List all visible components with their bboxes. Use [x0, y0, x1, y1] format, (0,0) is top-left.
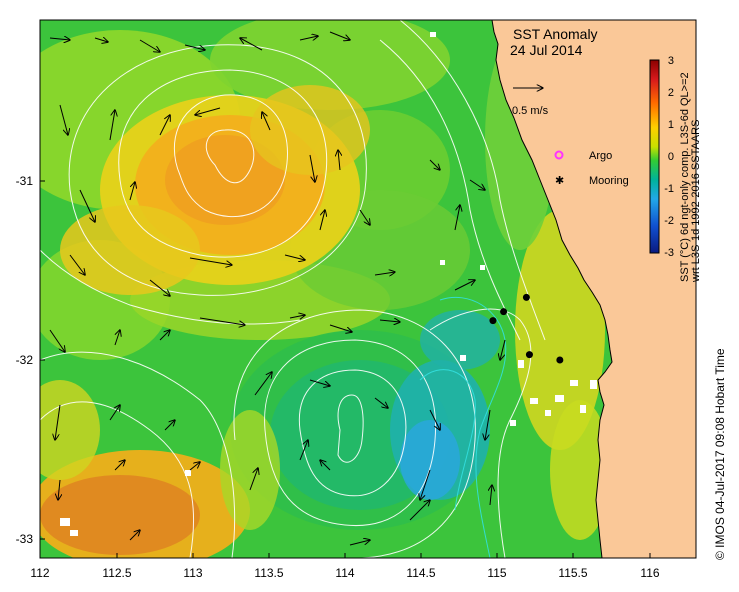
- x-tick: 114.5: [406, 566, 435, 580]
- x-tick: 113: [183, 566, 202, 580]
- x-axis: 112 112.5 113 113.5 114 114.5 115 115.5 …: [30, 566, 659, 580]
- x-tick: 113.5: [254, 566, 283, 580]
- mooring-point: [489, 317, 497, 325]
- x-tick: 112.5: [102, 566, 131, 580]
- x-tick: 114: [335, 566, 354, 580]
- colorbar-tick: -1: [664, 183, 674, 195]
- legend-mooring-label: Mooring: [589, 175, 629, 187]
- colorbar-ticks: 3 2 1 0 -1 -2 -3: [664, 55, 674, 259]
- map-date: 24 Jul 2014: [510, 42, 583, 58]
- mooring-point: [556, 356, 564, 364]
- x-tick: 115.5: [558, 566, 587, 580]
- colorbar-label-1: SST (°C) 6d ngt-only comp. L3S-6d QL>=2: [679, 72, 691, 282]
- mooring-point: [525, 351, 533, 359]
- argo-marker-icon: [554, 150, 564, 160]
- sst-field: [40, 20, 696, 558]
- colorbar-tick: -3: [664, 247, 674, 259]
- mooring-marker-icon: ✱: [555, 174, 564, 187]
- land: [491, 20, 696, 558]
- y-axis: -31 -32 -33: [16, 174, 34, 546]
- plot-frame: [39, 19, 697, 559]
- mooring-point: [500, 308, 508, 316]
- x-tick: 115: [487, 566, 506, 580]
- credit-text: © IMOS 04-Jul-2017 09:08 Hobart Time: [713, 348, 727, 560]
- colorbar-tick: -2: [664, 215, 674, 227]
- x-tick: 116: [640, 566, 659, 580]
- x-tick: 112: [30, 566, 49, 580]
- scale-vector-label: 0.5 m/s: [512, 105, 549, 117]
- map-title: SST Anomaly: [513, 26, 598, 42]
- legend-argo-label: Argo: [589, 150, 612, 162]
- mooring-point: [522, 293, 530, 301]
- colorbar: [649, 59, 660, 254]
- colorbar-label-2: wrt L3S-1d 1992-2016 SSTAARS: [690, 120, 702, 283]
- y-tick: -32: [16, 353, 34, 367]
- y-tick: -33: [16, 532, 34, 546]
- colorbar-tick: 1: [668, 119, 674, 131]
- y-tick: -31: [16, 174, 34, 188]
- mooring-markers: [489, 293, 564, 364]
- colorbar-tick: 2: [668, 87, 674, 99]
- colorbar-tick: 0: [668, 151, 674, 163]
- colorbar-tick: 3: [668, 55, 674, 67]
